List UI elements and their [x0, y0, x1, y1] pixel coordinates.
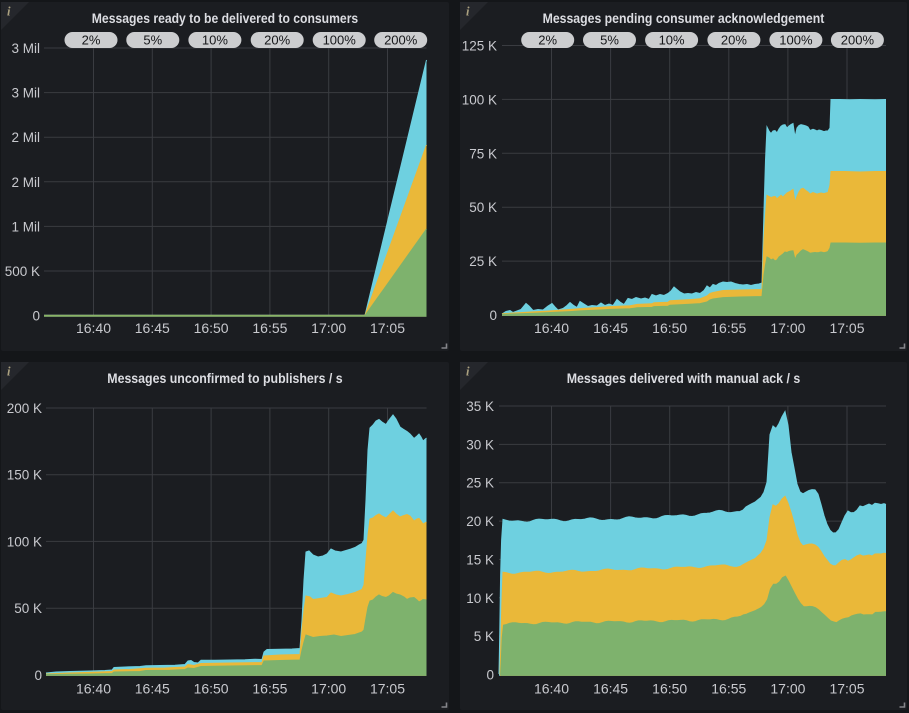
svg-text:16:40: 16:40: [76, 320, 111, 336]
svg-text:100%: 100%: [779, 33, 813, 48]
svg-text:100 K: 100 K: [462, 92, 497, 107]
svg-text:16:40: 16:40: [534, 680, 569, 696]
svg-text:17:05: 17:05: [829, 320, 864, 336]
svg-text:150 K: 150 K: [7, 468, 42, 483]
svg-text:Messages ready to be delivered: Messages ready to be delivered to consum…: [92, 11, 358, 27]
svg-text:16:45: 16:45: [593, 680, 628, 696]
svg-text:100%: 100%: [323, 33, 357, 48]
svg-text:16:55: 16:55: [252, 680, 287, 696]
svg-text:20 K: 20 K: [466, 514, 494, 529]
svg-text:10%: 10%: [202, 33, 228, 48]
svg-text:125 K: 125 K: [462, 39, 497, 54]
svg-text:35 K: 35 K: [466, 399, 494, 414]
svg-text:Messages delivered with manual: Messages delivered with manual ack / s: [567, 371, 801, 387]
svg-text:2 Mil: 2 Mil: [11, 130, 40, 145]
svg-text:1 Mil: 1 Mil: [11, 219, 40, 234]
svg-text:16:45: 16:45: [135, 320, 170, 336]
svg-text:2%: 2%: [538, 33, 557, 48]
svg-text:200 K: 200 K: [7, 401, 42, 416]
svg-text:5 K: 5 K: [474, 629, 494, 644]
svg-text:10%: 10%: [659, 33, 685, 48]
svg-text:16:55: 16:55: [711, 320, 746, 336]
svg-text:3 Mil: 3 Mil: [11, 86, 40, 101]
svg-text:75 K: 75 K: [469, 146, 497, 161]
svg-text:16:50: 16:50: [652, 320, 687, 336]
svg-text:16:45: 16:45: [135, 680, 170, 696]
svg-text:16:40: 16:40: [534, 320, 569, 336]
svg-text:500 K: 500 K: [5, 264, 40, 279]
svg-text:Messages unconfirmed to publis: Messages unconfirmed to publishers / s: [107, 371, 342, 387]
svg-text:25 K: 25 K: [466, 476, 494, 491]
svg-text:200%: 200%: [384, 33, 418, 48]
svg-text:2 Mil: 2 Mil: [11, 175, 40, 190]
svg-text:200%: 200%: [841, 33, 875, 48]
svg-text:5%: 5%: [143, 33, 162, 48]
svg-text:25 K: 25 K: [469, 254, 497, 269]
svg-text:17:05: 17:05: [829, 680, 864, 696]
svg-text:17:00: 17:00: [770, 320, 805, 336]
svg-text:0: 0: [32, 309, 40, 324]
svg-text:16:50: 16:50: [652, 680, 687, 696]
svg-text:0: 0: [34, 668, 42, 683]
svg-text:0: 0: [489, 308, 497, 323]
svg-text:50 K: 50 K: [14, 601, 42, 616]
svg-text:50 K: 50 K: [469, 200, 497, 215]
svg-text:16:50: 16:50: [194, 320, 229, 336]
svg-text:3 Mil: 3 Mil: [11, 41, 40, 56]
svg-text:i: i: [7, 365, 11, 379]
svg-text:16:55: 16:55: [711, 680, 746, 696]
svg-text:20%: 20%: [264, 33, 290, 48]
svg-text:30 K: 30 K: [466, 437, 494, 452]
svg-text:i: i: [466, 5, 470, 19]
svg-text:i: i: [466, 365, 470, 379]
svg-text:16:50: 16:50: [194, 680, 229, 696]
svg-text:15 K: 15 K: [466, 552, 494, 567]
svg-text:17:00: 17:00: [311, 320, 346, 336]
svg-text:2%: 2%: [82, 33, 101, 48]
svg-text:16:55: 16:55: [252, 320, 287, 336]
svg-text:100 K: 100 K: [7, 534, 42, 549]
svg-text:16:45: 16:45: [593, 320, 628, 336]
svg-text:10 K: 10 K: [466, 591, 494, 606]
svg-text:17:00: 17:00: [311, 680, 346, 696]
svg-text:Messages pending consumer ackn: Messages pending consumer acknowledgemen…: [543, 11, 825, 27]
svg-text:17:05: 17:05: [370, 320, 405, 336]
svg-text:16:40: 16:40: [76, 680, 111, 696]
svg-text:17:05: 17:05: [370, 680, 405, 696]
svg-text:i: i: [7, 5, 11, 19]
svg-text:20%: 20%: [721, 33, 747, 48]
svg-text:5%: 5%: [600, 33, 619, 48]
svg-text:17:00: 17:00: [770, 680, 805, 696]
svg-text:0: 0: [486, 668, 494, 683]
